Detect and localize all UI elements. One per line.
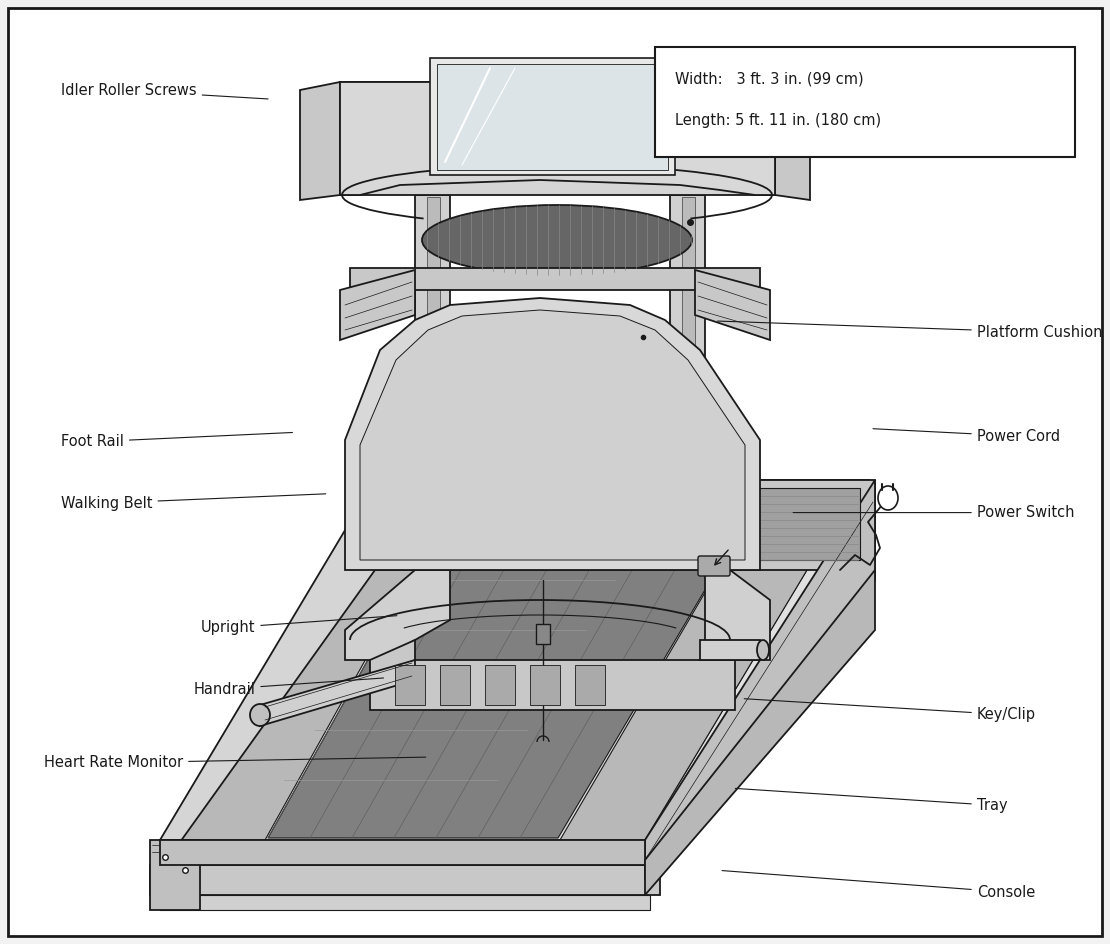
Polygon shape (150, 840, 200, 910)
Ellipse shape (422, 205, 692, 275)
Polygon shape (350, 268, 760, 290)
FancyBboxPatch shape (536, 624, 549, 644)
Text: Width:   3 ft. 3 in. (99 cm): Width: 3 ft. 3 in. (99 cm) (675, 71, 864, 86)
Polygon shape (150, 865, 660, 895)
Polygon shape (670, 195, 705, 570)
Polygon shape (645, 480, 875, 880)
Text: Key/Clip: Key/Clip (744, 699, 1036, 722)
Ellipse shape (250, 704, 270, 726)
Polygon shape (160, 480, 375, 870)
Polygon shape (260, 660, 415, 726)
Polygon shape (665, 488, 860, 560)
Polygon shape (682, 197, 695, 568)
Text: Heart Rate Monitor: Heart Rate Monitor (44, 755, 425, 770)
Polygon shape (345, 298, 760, 570)
Polygon shape (300, 82, 340, 200)
Polygon shape (160, 840, 645, 865)
Polygon shape (775, 82, 810, 200)
Polygon shape (437, 64, 668, 170)
Polygon shape (340, 82, 775, 195)
Polygon shape (430, 58, 675, 175)
Text: Idler Roller Screws: Idler Roller Screws (61, 83, 268, 99)
Polygon shape (375, 480, 655, 570)
Polygon shape (575, 665, 605, 705)
Text: Upright: Upright (201, 615, 397, 635)
Text: Length: 5 ft. 11 in. (180 cm): Length: 5 ft. 11 in. (180 cm) (675, 113, 881, 128)
Polygon shape (670, 570, 770, 660)
Polygon shape (700, 640, 760, 660)
Polygon shape (175, 490, 460, 840)
Polygon shape (561, 490, 855, 840)
Text: Power Cord: Power Cord (872, 429, 1060, 444)
Polygon shape (370, 660, 735, 710)
Text: Power Switch: Power Switch (794, 505, 1074, 520)
Polygon shape (160, 480, 870, 865)
Polygon shape (160, 895, 650, 910)
Polygon shape (345, 570, 450, 660)
Polygon shape (395, 665, 425, 705)
Polygon shape (695, 270, 770, 340)
Polygon shape (529, 665, 561, 705)
Polygon shape (268, 492, 763, 838)
Polygon shape (340, 270, 415, 340)
FancyBboxPatch shape (8, 8, 1102, 936)
Text: Foot Rail: Foot Rail (61, 432, 293, 449)
Text: Walking Belt: Walking Belt (61, 494, 325, 511)
Text: Platform Cushion: Platform Cushion (717, 321, 1102, 340)
Polygon shape (645, 570, 875, 895)
Polygon shape (655, 480, 875, 570)
Text: Handrail: Handrail (193, 678, 384, 697)
FancyBboxPatch shape (698, 556, 730, 576)
FancyBboxPatch shape (655, 47, 1076, 157)
Polygon shape (360, 310, 745, 560)
Ellipse shape (757, 640, 769, 660)
Polygon shape (440, 665, 470, 705)
Polygon shape (485, 665, 515, 705)
Text: Console: Console (722, 870, 1035, 900)
Polygon shape (440, 489, 640, 560)
Polygon shape (427, 197, 440, 568)
Polygon shape (370, 640, 415, 680)
Polygon shape (340, 82, 775, 195)
Text: Tray: Tray (735, 788, 1008, 813)
Polygon shape (175, 490, 855, 840)
Ellipse shape (878, 486, 898, 510)
Polygon shape (415, 195, 450, 570)
